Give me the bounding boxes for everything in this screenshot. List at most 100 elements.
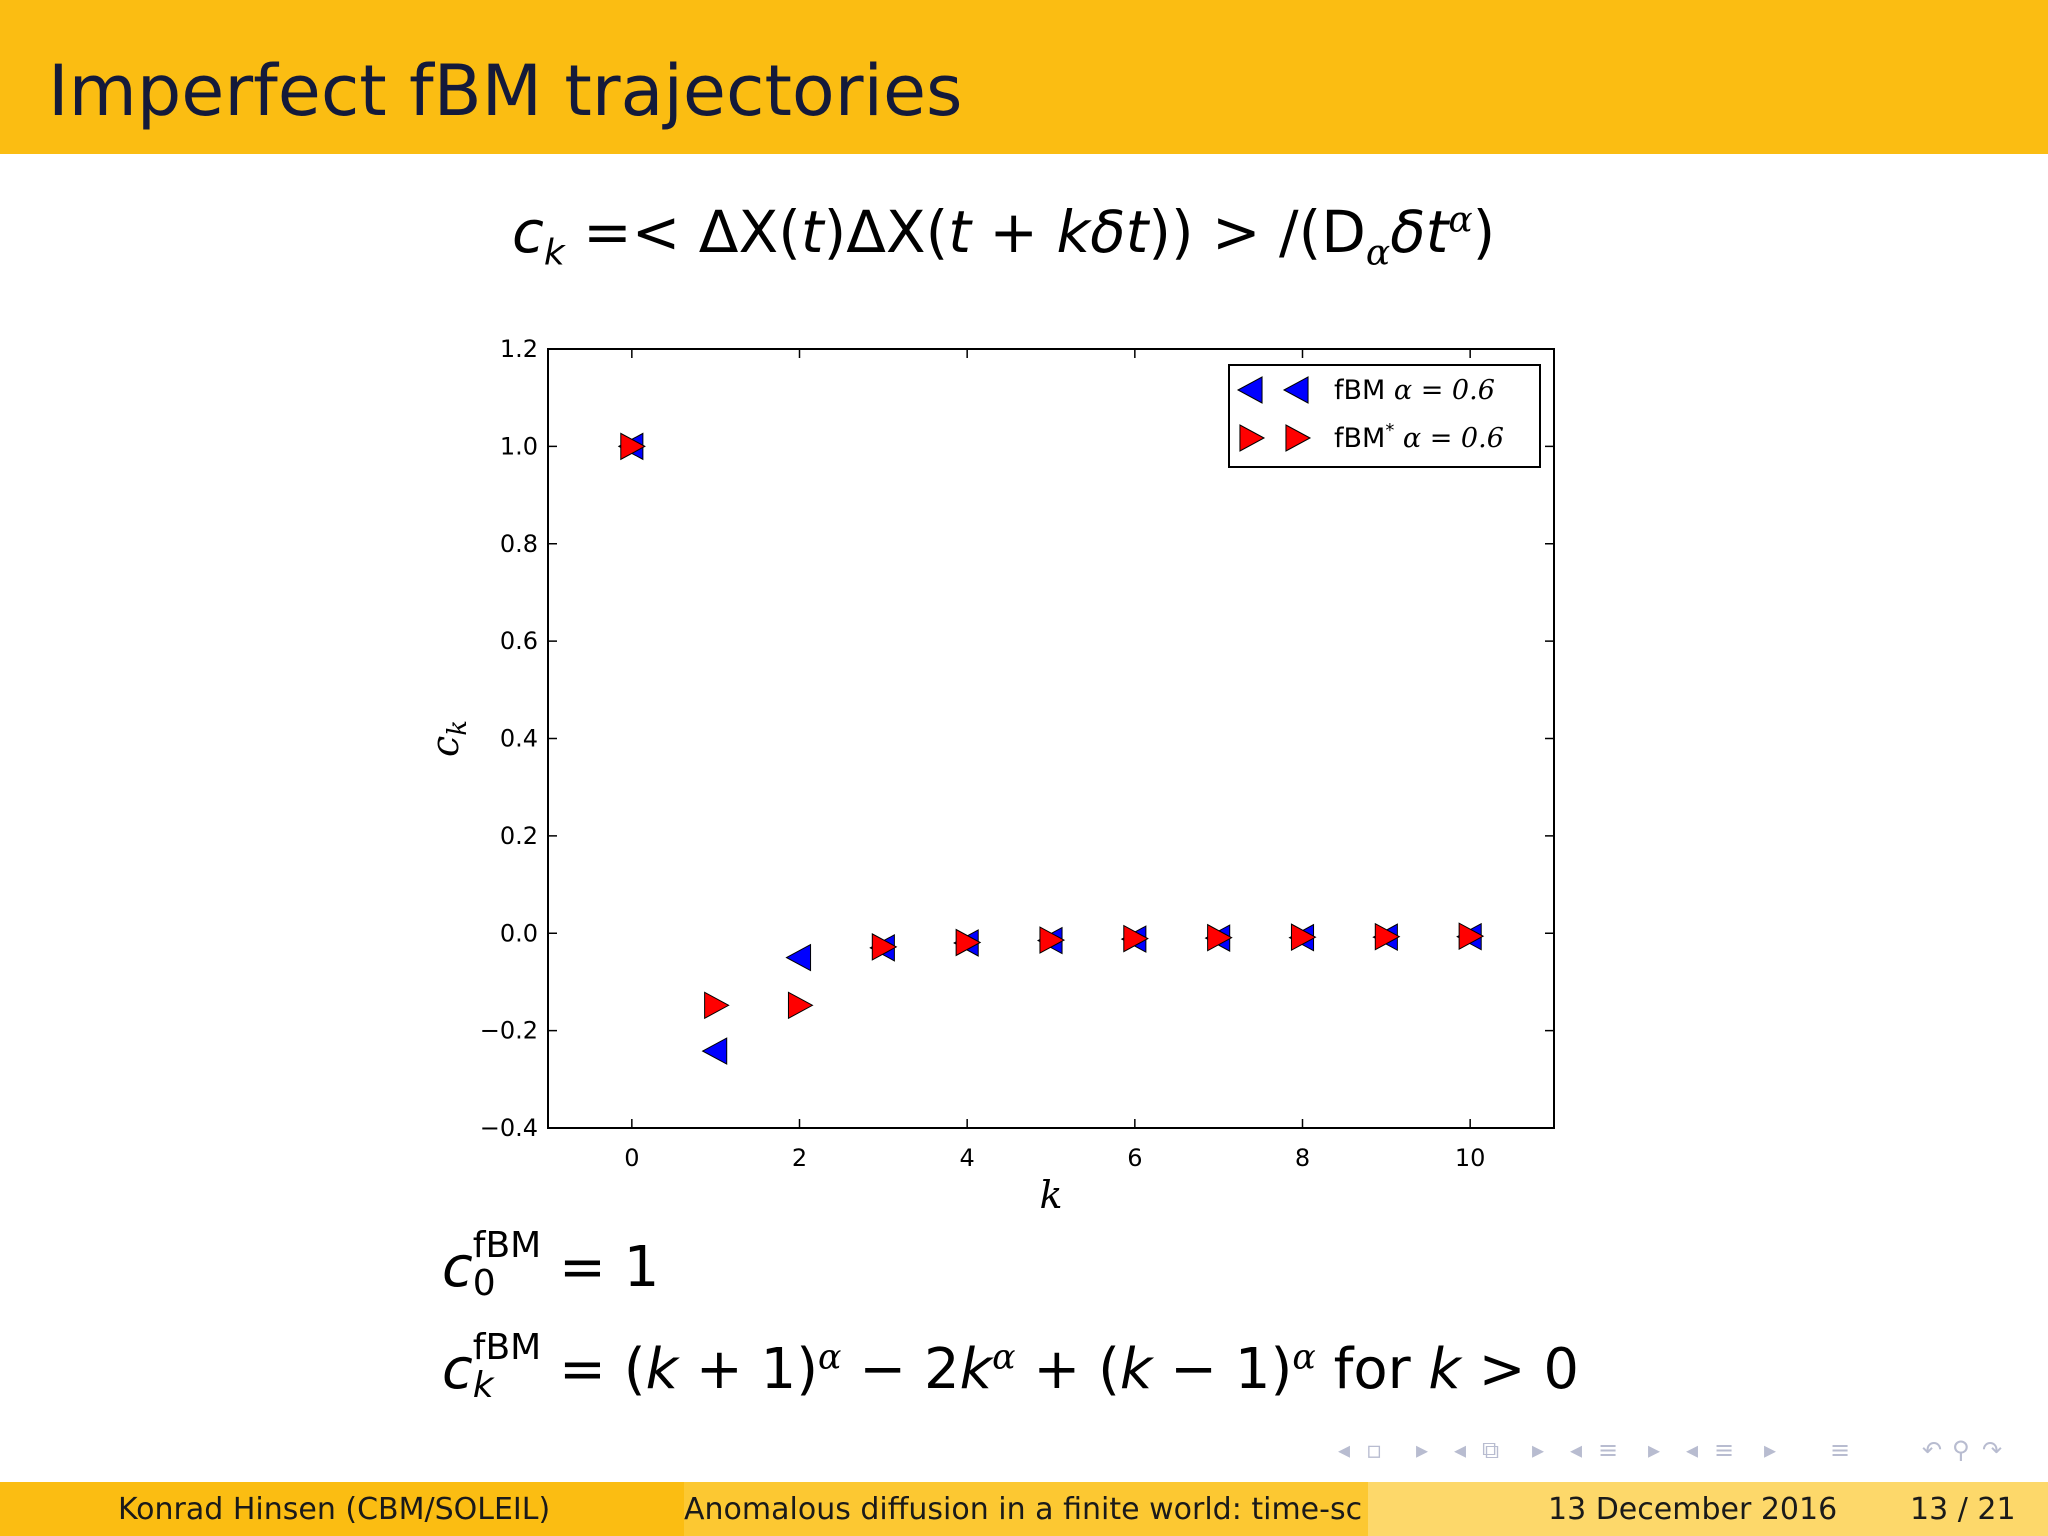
c0-c: c	[442, 1235, 473, 1300]
nav-section-icon[interactable]: ≡	[1598, 1436, 1619, 1464]
nav-next-section-icon[interactable]: ▸	[1648, 1436, 1661, 1464]
nav-search-icon[interactable]: ⚲	[1952, 1436, 1970, 1464]
nav-next-subsection-icon[interactable]: ▸	[1532, 1436, 1545, 1464]
nav-next-part-icon[interactable]: ▸	[1764, 1436, 1777, 1464]
ck-part6: for	[1315, 1337, 1429, 1402]
data-point-series-2	[1039, 926, 1066, 954]
y-tick-label: 0.0	[500, 919, 538, 947]
correlation-definition-formula: ck =< ΔX(t)ΔX(t + kδt)) > /(Dαδtα)	[512, 196, 1495, 271]
nav-subsection-icon[interactable]: ⧉	[1482, 1436, 1500, 1464]
footer-title-panel: Anomalous diffusion in a finite world: t…	[684, 1482, 1368, 1536]
legend-series-star: *	[1385, 420, 1394, 441]
ck-k1: k	[645, 1337, 679, 1402]
slide-footer: Konrad Hinsen (CBM/SOLEIL) Anomalous dif…	[0, 1482, 2048, 1536]
nav-redo-icon[interactable]: ↷	[1982, 1436, 2003, 1464]
ck-sup: fBM	[472, 1326, 542, 1368]
ck-c: c	[442, 1337, 473, 1402]
data-point-series-2	[871, 933, 898, 961]
ck-k4: k	[1428, 1337, 1461, 1402]
ck-a2: α	[992, 1337, 1016, 1378]
x-tick-label: 4	[960, 1144, 975, 1172]
slide-title: Imperfect fBM trajectories	[48, 50, 963, 132]
c0-sup: fBM	[472, 1224, 542, 1266]
y-tick-label: 0.2	[500, 822, 538, 850]
y-tick-label: 1.2	[500, 335, 538, 363]
nav-next-frame-icon[interactable]: ▸	[1416, 1436, 1429, 1464]
data-point-series-2	[1290, 923, 1317, 951]
nav-frame-icon[interactable]: ▫	[1366, 1436, 1383, 1464]
nav-part-icon[interactable]: ≡	[1714, 1436, 1735, 1464]
data-point-series-2	[620, 432, 646, 461]
beamer-navigation-bar: ◂ ▫ ▸ ◂ ⧉ ▸ ◂ ≡ ▸ ◂ ≡ ▸ ≡ ↶ ⚲ ↷	[1330, 1436, 2030, 1470]
c0-formula: c fBM 0 = 1	[442, 1226, 660, 1309]
footer-page-number: 13 / 21	[1910, 1492, 2016, 1527]
nav-prev-frame-icon[interactable]: ◂	[1338, 1436, 1351, 1464]
formula-alpha-sub: α	[1365, 232, 1391, 274]
nav-undo-icon[interactable]: ↶	[1922, 1436, 1943, 1464]
ck-part5: − 1)	[1152, 1337, 1293, 1402]
data-point-series-2	[1374, 922, 1401, 951]
y-tick-label: −0.2	[480, 1017, 538, 1045]
c0-sub: 0	[472, 1262, 496, 1304]
slide-header: Imperfect fBM trajectories	[0, 0, 2048, 154]
x-tick-label: 10	[1455, 1144, 1486, 1172]
formula-k: k	[1056, 198, 1091, 266]
nav-prev-section-icon[interactable]: ◂	[1570, 1436, 1583, 1464]
footer-date: 13 December 2016	[1548, 1492, 1838, 1527]
y-tick-label: 0.4	[500, 725, 538, 753]
nav-prev-subsection-icon[interactable]: ◂	[1454, 1436, 1467, 1464]
formula-eq: =< ΔX(	[564, 198, 801, 266]
legend-marker-series-2	[1285, 424, 1312, 452]
formula-c: c	[512, 198, 544, 266]
legend-marker-series-2	[1239, 424, 1266, 452]
ck-part1: = (	[541, 1337, 646, 1402]
formula-delta-t2: δt	[1390, 198, 1449, 266]
legend-series-param: α = 0.6	[1394, 423, 1504, 454]
y-tick-label: 1.0	[500, 432, 538, 460]
ck-part3: − 2	[841, 1337, 960, 1402]
ck-a1: α	[818, 1337, 842, 1378]
formula-mid: )ΔX(	[823, 198, 949, 266]
x-tick-label: 2	[792, 1144, 807, 1172]
y-axis-label: ck	[423, 720, 473, 757]
ck-sub: k	[472, 1364, 494, 1406]
c0-supsub: fBM 0	[472, 1224, 542, 1304]
c0-rhs: = 1	[541, 1235, 660, 1300]
x-tick-label: 6	[1127, 1144, 1142, 1172]
y-axis-label-sub: k	[443, 720, 473, 736]
ck-supsub: fBM k	[472, 1326, 542, 1406]
x-tick-label: 8	[1295, 1144, 1310, 1172]
x-axis-label: k	[1039, 1173, 1062, 1217]
legend-series-name: fBM	[1334, 375, 1385, 406]
y-tick-label: 0.6	[500, 627, 538, 655]
nav-prev-part-icon[interactable]: ◂	[1686, 1436, 1699, 1464]
data-point-series-2	[1207, 923, 1233, 952]
formula-delta-t: δt	[1090, 198, 1149, 266]
data-point-series-2	[955, 928, 982, 957]
data-point-series-2	[787, 991, 814, 1020]
formula-alpha-sup: α	[1448, 199, 1473, 241]
footer-author: Konrad Hinsen (CBM/SOLEIL)	[118, 1492, 551, 1527]
data-point-series-2	[704, 991, 730, 1020]
footer-author-panel: Konrad Hinsen (CBM/SOLEIL)	[0, 1482, 684, 1536]
data-point-series-2	[1458, 922, 1485, 951]
x-tick-label: 0	[624, 1144, 639, 1172]
formula-plus: +	[971, 198, 1057, 266]
ck-part7: > 0	[1460, 1337, 1580, 1402]
ck-k2: k	[959, 1337, 993, 1402]
footer-talk-title: Anomalous diffusion in a finite world: t…	[684, 1492, 1363, 1527]
formula-t1: t	[800, 198, 824, 266]
y-axis-label-main: c	[423, 736, 467, 757]
ck-k3: k	[1119, 1337, 1153, 1402]
legend-label-series-2: fBM* α = 0.6	[1334, 420, 1504, 454]
data-point-series-1	[701, 1037, 728, 1065]
legend-label-series-1: fBM α = 0.6	[1334, 375, 1495, 406]
ck-formula: c fBM k = (k + 1)α − 2kα + (k − 1)α for k …	[442, 1328, 1580, 1411]
nav-toc-icon[interactable]: ≡	[1830, 1436, 1851, 1464]
legend-series-param: α = 0.6	[1385, 375, 1495, 406]
legend-series-name: fBM	[1334, 423, 1385, 454]
legend-marker-series-1	[1282, 376, 1309, 404]
ck-part2: + 1)	[678, 1337, 819, 1402]
legend-box	[1228, 364, 1541, 468]
y-tick-label: −0.4	[480, 1114, 538, 1142]
